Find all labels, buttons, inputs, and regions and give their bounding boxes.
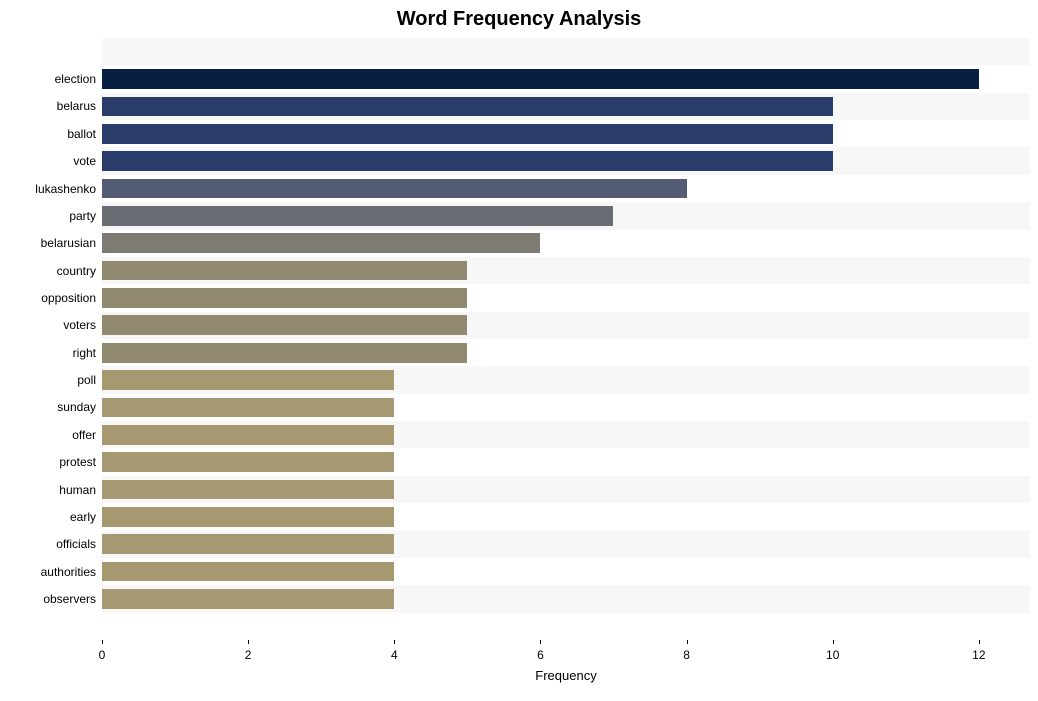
- x-tick-label: 0: [99, 648, 106, 662]
- y-axis-label: sunday: [57, 400, 96, 414]
- x-tick: [833, 640, 834, 644]
- y-axis-label: opposition: [41, 291, 96, 305]
- bar: [102, 370, 394, 390]
- y-axis-label: voters: [63, 318, 96, 332]
- y-axis-label: lukashenko: [35, 182, 96, 196]
- x-tick: [540, 640, 541, 644]
- y-axis-label: authorities: [41, 565, 96, 579]
- x-tick-label: 12: [972, 648, 985, 662]
- x-tick-label: 2: [245, 648, 252, 662]
- y-axis-label: protest: [59, 455, 96, 469]
- x-tick: [687, 640, 688, 644]
- bar: [102, 398, 394, 418]
- x-axis-title: Frequency: [535, 668, 596, 683]
- bar: [102, 425, 394, 445]
- y-axis-label: ballot: [67, 127, 96, 141]
- y-axis-label: officials: [56, 537, 96, 551]
- bar: [102, 534, 394, 554]
- x-tick: [394, 640, 395, 644]
- bar: [102, 452, 394, 472]
- bar: [102, 315, 467, 335]
- x-tick-label: 6: [537, 648, 544, 662]
- x-tick: [248, 640, 249, 644]
- y-axis-label: election: [55, 72, 96, 86]
- y-axis-label: party: [69, 209, 96, 223]
- y-axis-label: belarus: [57, 99, 96, 113]
- bar: [102, 562, 394, 582]
- y-axis-label: early: [70, 510, 96, 524]
- bar: [102, 507, 394, 527]
- y-axis-label: observers: [43, 592, 96, 606]
- plot-bg-stripe: [102, 38, 1030, 65]
- bar: [102, 97, 833, 117]
- x-tick: [979, 640, 980, 644]
- y-axis-label: belarusian: [41, 236, 96, 250]
- y-axis-label: vote: [73, 154, 96, 168]
- chart-container: Word Frequency Analysis Frequency electi…: [0, 0, 1038, 701]
- y-axis-label: poll: [77, 373, 96, 387]
- plot-bg-stripe: [102, 613, 1030, 640]
- plot-area: [102, 38, 1030, 640]
- y-axis-label: human: [59, 483, 96, 497]
- bar: [102, 206, 613, 226]
- x-tick-label: 10: [826, 648, 839, 662]
- bar: [102, 480, 394, 500]
- x-tick-label: 8: [683, 648, 690, 662]
- y-axis-label: country: [57, 264, 96, 278]
- y-axis-label: right: [73, 346, 96, 360]
- bar: [102, 261, 467, 281]
- bar: [102, 589, 394, 609]
- bar: [102, 69, 979, 89]
- bar: [102, 124, 833, 144]
- bar: [102, 179, 687, 199]
- bar: [102, 151, 833, 171]
- bar: [102, 288, 467, 308]
- x-tick: [102, 640, 103, 644]
- x-tick-label: 4: [391, 648, 398, 662]
- bar: [102, 343, 467, 363]
- bar: [102, 233, 540, 253]
- y-axis-label: offer: [72, 428, 96, 442]
- chart-title: Word Frequency Analysis: [0, 8, 1038, 31]
